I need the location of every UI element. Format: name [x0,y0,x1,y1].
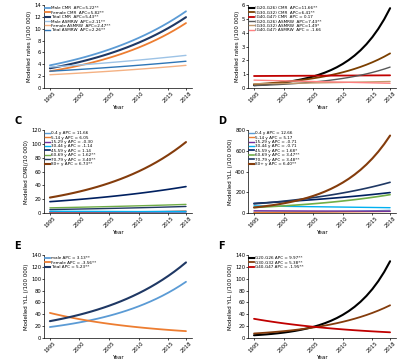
Text: B: B [218,0,226,1]
Y-axis label: Modelled rates (/100 000): Modelled rates (/100 000) [27,11,32,82]
Text: E: E [14,241,21,251]
Text: A: A [14,0,22,1]
Legend: 0-4 y APC = 11.66, 5-14 y APC = 6.05, 15-29 y APC = -0.30, 30-44 y APC = -1.14, : 0-4 y APC = 11.66, 5-14 y APC = 6.05, 15… [45,131,96,166]
Text: C: C [14,116,22,126]
Y-axis label: Modelled CMR(/10 000): Modelled CMR(/10 000) [24,139,29,204]
X-axis label: Year: Year [112,355,124,360]
X-axis label: Year: Year [112,230,124,235]
Text: D: D [218,116,226,126]
Y-axis label: Modelled YLL (/100 000): Modelled YLL (/100 000) [228,138,233,205]
Legend: 0-4 y APC = 12.66, 5-14 y APC = 5.17, 15-29 y APC = -0.71, 30-44 y APC = -0.71, : 0-4 y APC = 12.66, 5-14 y APC = 5.17, 15… [249,131,300,166]
X-axis label: Year: Year [112,105,124,110]
X-axis label: Year: Year [316,105,328,110]
Legend: G20-G26 APC = 9.97**, G30-G32 APC = 5.38**, G40-G47 APC = -1.95**: G20-G26 APC = 9.97**, G30-G32 APC = 5.38… [249,256,304,269]
Legend: Male CMR  APC=5.22**, Female CMR  APC=5.82**, Total CMR  APC=5.43**, Male ASMRW : Male CMR APC=5.22**, Female CMR APC=5.82… [45,6,110,32]
X-axis label: Year: Year [316,230,328,235]
Text: F: F [218,241,225,251]
X-axis label: Year: Year [316,355,328,360]
Y-axis label: Modelled YLL (/100 000): Modelled YLL (/100 000) [228,263,233,330]
Legend: (G20-G26) CMR  APC=11.66**, (G30-G32) CMR  APC=6.41**, (G40-G47) CMR  APC = 0.17: (G20-G26) CMR APC=11.66**, (G30-G32) CMR… [249,6,322,32]
Y-axis label: Modelled YLL (/100 000): Modelled YLL (/100 000) [24,263,29,330]
Legend: male APC = 3.13**, Female APC = -3.56**, Total APC = 5.23**: male APC = 3.13**, Female APC = -3.56**,… [45,256,96,269]
Y-axis label: Modelled rates (/100 000): Modelled rates (/100 000) [235,11,240,82]
